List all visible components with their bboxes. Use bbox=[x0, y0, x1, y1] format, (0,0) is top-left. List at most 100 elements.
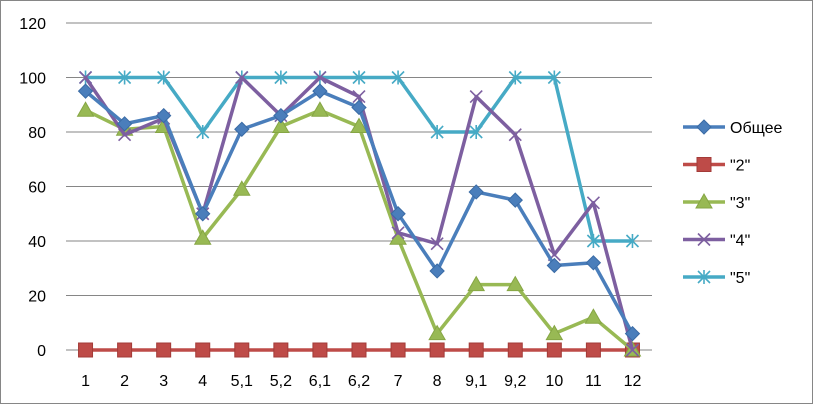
data-point bbox=[157, 70, 171, 85]
x-tick-label: 7 bbox=[394, 373, 403, 390]
legend-item: "3" bbox=[683, 192, 750, 212]
data-point bbox=[234, 342, 250, 358]
legend-item: "2" bbox=[683, 157, 750, 175]
y-tick-label: 40 bbox=[28, 234, 46, 251]
data-point bbox=[352, 90, 366, 104]
x-tick-label: 4 bbox=[198, 373, 207, 390]
x-tick-label: 6,1 bbox=[309, 373, 331, 390]
data-point bbox=[547, 70, 561, 85]
data-point bbox=[428, 324, 446, 341]
legend-label: "4" bbox=[730, 233, 750, 250]
data-point bbox=[77, 83, 94, 99]
data-point bbox=[468, 342, 484, 358]
data-point bbox=[506, 275, 525, 292]
data-point bbox=[156, 342, 172, 358]
data-point bbox=[624, 325, 641, 342]
data-point bbox=[118, 70, 132, 85]
y-tick-label: 80 bbox=[28, 125, 46, 142]
data-point bbox=[273, 342, 289, 358]
data-point bbox=[429, 263, 445, 279]
data-point bbox=[351, 99, 367, 116]
legend-marker bbox=[697, 270, 711, 284]
data-point bbox=[546, 257, 563, 274]
y-tick-label: 60 bbox=[28, 180, 46, 197]
data-point bbox=[469, 90, 483, 104]
data-point bbox=[545, 324, 564, 341]
x-tick-label: 11 bbox=[585, 373, 602, 390]
data-point bbox=[78, 342, 94, 358]
legend-item: "5" bbox=[683, 270, 750, 287]
legend-label: "2" bbox=[730, 158, 750, 175]
y-tick-label: 100 bbox=[19, 71, 46, 88]
data-point bbox=[467, 275, 486, 292]
data-point bbox=[586, 234, 600, 248]
series-line bbox=[84, 108, 634, 352]
data-point bbox=[350, 117, 368, 134]
x-tick-label: 10 bbox=[545, 373, 563, 390]
data-point bbox=[430, 125, 444, 139]
data-point bbox=[235, 70, 249, 85]
x-tick-label: 9,2 bbox=[504, 373, 526, 390]
data-point bbox=[546, 342, 562, 358]
legend-marker bbox=[697, 232, 711, 247]
legend-marker bbox=[695, 192, 713, 209]
legend-marker bbox=[696, 119, 712, 135]
data-point bbox=[507, 342, 523, 358]
x-tick-label: 5,1 bbox=[231, 373, 253, 390]
data-point bbox=[155, 107, 172, 124]
data-point bbox=[78, 70, 93, 85]
x-tick-label: 12 bbox=[624, 373, 642, 390]
data-point bbox=[232, 180, 251, 196]
data-point bbox=[508, 70, 522, 85]
data-point bbox=[193, 229, 212, 245]
data-point bbox=[311, 101, 329, 117]
data-point bbox=[585, 342, 601, 358]
legend-label: "3" bbox=[730, 195, 750, 212]
x-tick-label: 8 bbox=[433, 373, 442, 390]
data-point bbox=[351, 342, 367, 358]
data-point bbox=[117, 342, 133, 358]
data-point bbox=[312, 83, 328, 99]
legend-label: "5" bbox=[730, 270, 750, 287]
data-point bbox=[234, 121, 250, 137]
x-tick-label: 3 bbox=[159, 373, 168, 390]
data-point bbox=[118, 128, 132, 142]
data-point bbox=[429, 342, 445, 358]
data-point bbox=[391, 70, 405, 85]
legend-marker bbox=[696, 157, 712, 172]
series-0 bbox=[77, 83, 641, 342]
data-point bbox=[195, 342, 211, 358]
x-tick-label: 2 bbox=[120, 373, 129, 390]
data-point bbox=[625, 234, 640, 248]
x-tick-label: 5,2 bbox=[270, 373, 292, 390]
data-point bbox=[390, 342, 406, 358]
data-point bbox=[468, 184, 484, 200]
data-point bbox=[390, 206, 406, 222]
data-point bbox=[586, 196, 600, 210]
series-layer bbox=[76, 70, 642, 358]
data-point bbox=[430, 237, 444, 251]
series-2 bbox=[76, 101, 642, 357]
data-point bbox=[116, 116, 133, 132]
data-point bbox=[195, 206, 211, 222]
data-point bbox=[272, 117, 290, 134]
x-tick-label: 1 bbox=[81, 373, 90, 390]
y-tick-label: 120 bbox=[19, 16, 46, 33]
data-point bbox=[196, 125, 210, 139]
y-tick-label: 0 bbox=[37, 343, 46, 360]
legend: Общее "2" "3" "4" "5" bbox=[683, 119, 782, 287]
y-axis-tick-labels: 0 20 40 60 80 100 120 bbox=[19, 16, 46, 360]
legend-item: Общее bbox=[683, 119, 782, 137]
x-tick-label: 6,2 bbox=[348, 373, 370, 390]
data-point bbox=[352, 70, 366, 85]
data-point bbox=[508, 128, 522, 142]
data-point bbox=[391, 226, 405, 240]
data-point bbox=[313, 70, 327, 85]
x-axis-tick-labels: 1 2 3 4 5,1 5,2 6,1 6,2 7 8 9,1 9,2 10 11 12 bbox=[81, 373, 641, 390]
data-point bbox=[469, 125, 483, 139]
data-point bbox=[76, 101, 95, 117]
data-point bbox=[625, 343, 640, 357]
y-tick-label: 20 bbox=[28, 289, 46, 306]
legend-item: "4" bbox=[683, 233, 750, 250]
